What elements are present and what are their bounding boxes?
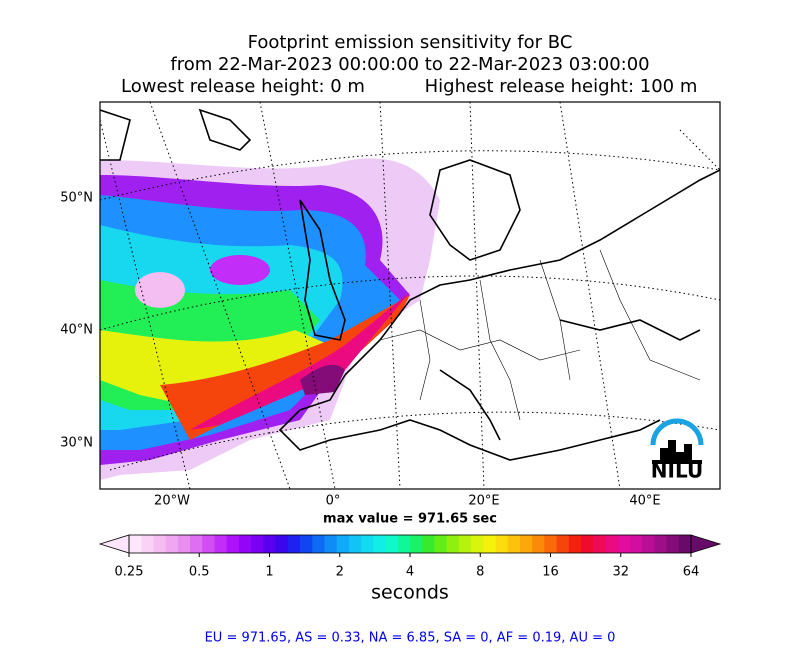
footer: EU = 971.65, AS = 0.33, NA = 6.85, SA = … xyxy=(205,631,616,646)
graticule xyxy=(100,102,720,489)
lat-label: 40°N xyxy=(60,323,93,338)
colorbar-tick-label: 16 xyxy=(542,565,559,580)
color-segment xyxy=(446,535,460,553)
colorbar-tick-label: 2 xyxy=(336,565,344,580)
color-segment xyxy=(373,535,387,553)
color-segment xyxy=(263,535,277,553)
max-value: max value = 971.65 sec xyxy=(323,512,497,527)
lat-label: 50°N xyxy=(60,191,93,206)
color-segment xyxy=(202,535,216,553)
color-segment xyxy=(153,535,167,553)
color-segment xyxy=(336,535,350,553)
logo-text: NILU xyxy=(651,459,703,483)
extend-high xyxy=(690,534,722,554)
color-segment xyxy=(385,535,399,553)
color-segment xyxy=(519,535,533,553)
colorbar-label: seconds xyxy=(371,582,449,604)
color-segment xyxy=(251,535,264,553)
map xyxy=(100,102,720,489)
title: Footprint emission sensitivity for BC xyxy=(248,32,573,53)
lon-label: 0° xyxy=(326,494,341,509)
lon-label: 40°E xyxy=(629,494,660,509)
color-segment xyxy=(312,535,325,553)
color-segment xyxy=(238,535,252,553)
lon-labels: 20°W 0° 20°E 40°E xyxy=(154,494,661,509)
color-segment xyxy=(507,535,521,553)
color-segment xyxy=(287,535,301,553)
color-segment xyxy=(458,535,472,553)
colorbar: 0.25 0.5 1 2 4 8 16 32 64 xyxy=(98,534,722,580)
color-segment xyxy=(593,535,606,553)
color-segment xyxy=(190,535,203,553)
color-segment xyxy=(605,535,619,553)
color-segment xyxy=(678,535,692,553)
color-segment xyxy=(666,535,680,553)
color-segment xyxy=(410,535,423,553)
color-segment xyxy=(617,535,631,553)
colorbar-tick-label: 8 xyxy=(476,565,484,580)
color-segment xyxy=(226,535,240,553)
color-segment xyxy=(361,535,374,553)
footprint xyxy=(100,158,440,480)
color-segment xyxy=(324,535,338,553)
color-segment xyxy=(532,535,545,553)
color-segment xyxy=(581,535,594,553)
color-segment xyxy=(141,535,154,553)
color-segment xyxy=(642,535,655,553)
color-segment xyxy=(495,535,509,553)
colorbar-tick-label: 0.25 xyxy=(115,565,144,580)
color-segment xyxy=(214,535,228,553)
color-segment xyxy=(300,535,313,553)
color-segment xyxy=(483,535,497,553)
color-segment xyxy=(348,535,362,553)
release-low: Lowest release height: 0 m xyxy=(121,76,365,97)
color-segment xyxy=(165,535,179,553)
colorbar-tick-label: 64 xyxy=(683,565,700,580)
map-frame xyxy=(99,101,721,490)
borders xyxy=(379,249,701,421)
color-segment xyxy=(556,535,570,553)
colorbar-tick-label: 32 xyxy=(612,565,629,580)
coastline xyxy=(100,108,720,461)
lon-label: 20°E xyxy=(468,494,499,509)
color-segment xyxy=(129,535,142,553)
color-segment xyxy=(397,535,411,553)
color-segment xyxy=(629,535,643,553)
color-segment xyxy=(544,535,558,553)
title: from 22-Mar-2023 00:00:00 to 22-Mar-2023… xyxy=(170,54,649,75)
color-segment xyxy=(275,535,289,553)
colorbar-tick-label: 1 xyxy=(265,565,273,580)
color-segment xyxy=(568,535,582,553)
lon-label: 20°W xyxy=(154,494,190,509)
colorbar-tick-label: 0.5 xyxy=(189,565,210,580)
release-high: Highest release height: 100 m xyxy=(425,76,698,97)
lat-label: 30°N xyxy=(60,436,93,451)
color-segment xyxy=(177,535,191,553)
color-segment xyxy=(654,535,668,553)
color-segment xyxy=(422,535,435,553)
colorbar-tick-label: 4 xyxy=(406,565,414,580)
logo: NILU xyxy=(650,418,704,483)
color-segment xyxy=(434,535,448,553)
color-segment xyxy=(471,535,484,553)
extend-low xyxy=(98,534,130,554)
lat-labels: 50°N 40°N 30°N xyxy=(60,191,93,451)
